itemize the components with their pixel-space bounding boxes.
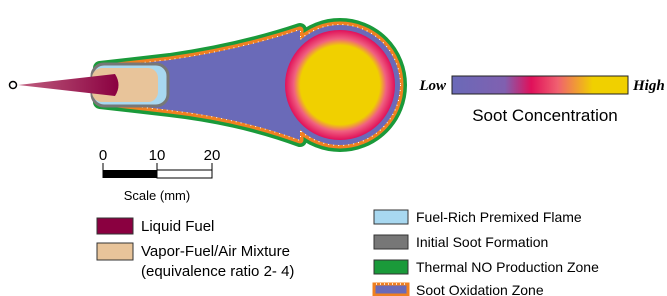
color-scale	[452, 76, 628, 94]
legend-label: Thermal NO Production Zone	[416, 259, 599, 275]
legend-label: Fuel-Rich Premixed Flame	[416, 209, 582, 225]
legend-right: Fuel-Rich Premixed Flame Initial Soot Fo…	[374, 209, 599, 296]
legend-left: Liquid Fuel Vapor-Fuel/Air Mixture (equi…	[97, 218, 294, 280]
scale-bar: 0 10 20 Scale (mm)	[99, 147, 221, 203]
scale-label: Scale (mm)	[124, 188, 190, 203]
scale-tick: 10	[149, 147, 166, 164]
legend-label: Initial Soot Formation	[416, 234, 548, 250]
scale-tick: 0	[99, 147, 107, 164]
plume	[10, 25, 401, 145]
high-label: High	[632, 78, 665, 94]
low-label: Low	[418, 78, 447, 94]
page: Low High Soot Concentration 0 10 20 Scal…	[0, 0, 667, 296]
legend-label: Soot Oxidation Zone	[416, 282, 544, 296]
scale-tick: 20	[204, 147, 221, 164]
colorbar: Low High Soot Concentration	[418, 76, 664, 125]
legend-label: Liquid Fuel	[141, 218, 214, 235]
colorbar-title: Soot Concentration	[472, 106, 618, 125]
diagram: Low High Soot Concentration 0 10 20 Scal…	[0, 0, 667, 296]
legend-note: (equivalence ratio 2- 4)	[141, 263, 294, 280]
legend-label: Vapor-Fuel/Air Mixture	[141, 243, 290, 260]
